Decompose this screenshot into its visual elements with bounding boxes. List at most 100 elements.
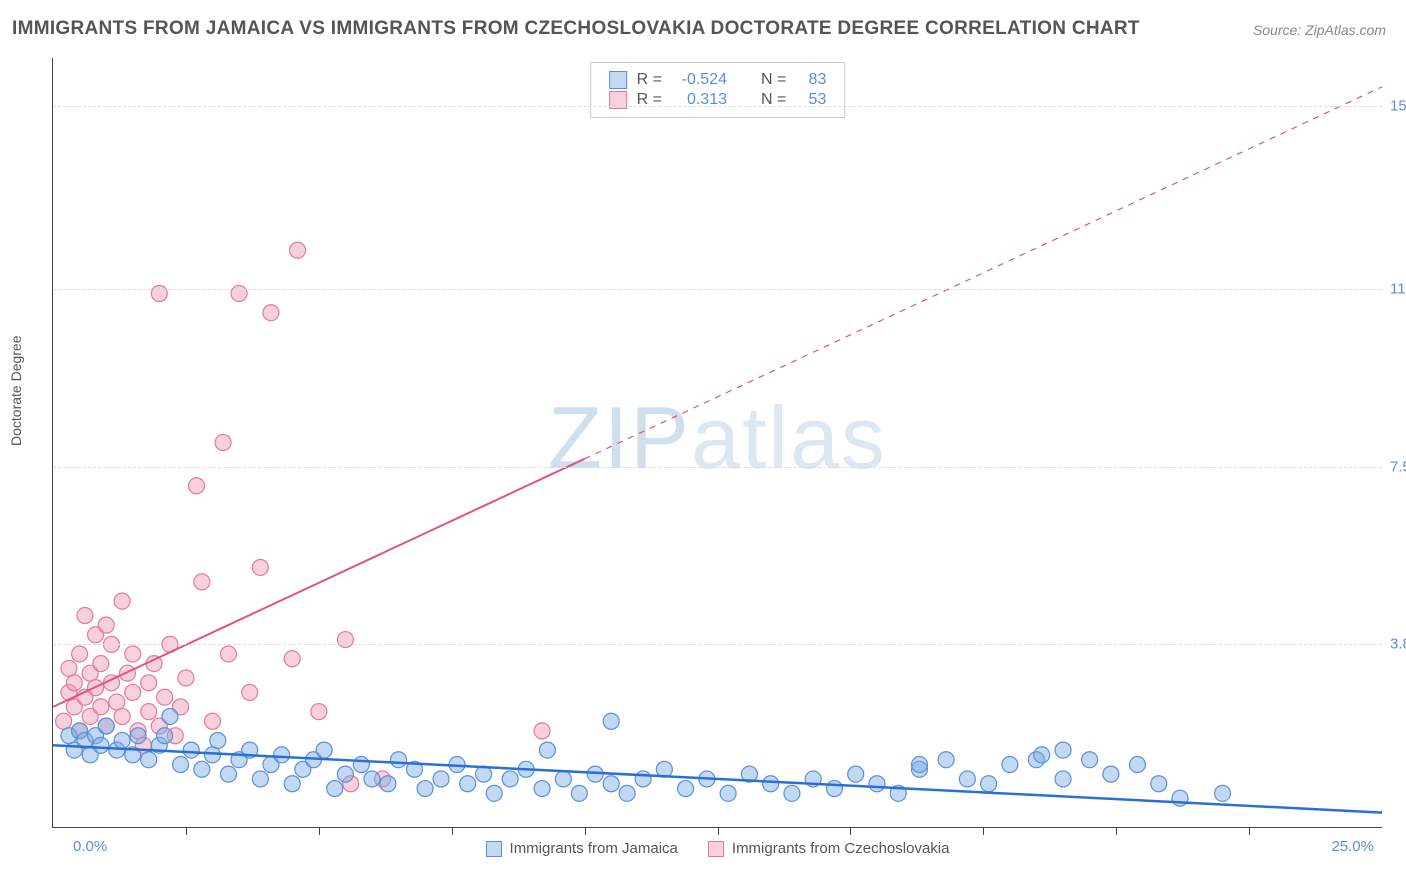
data-point: [534, 781, 550, 797]
x-tick: [1116, 827, 1117, 835]
data-point: [72, 646, 88, 662]
y-tick-label: 15.0%: [1390, 98, 1406, 115]
data-point: [619, 785, 635, 801]
data-point: [157, 728, 173, 744]
data-point: [720, 785, 736, 801]
legend-swatch: [486, 841, 502, 857]
trend-line-czechoslovakia-dashed: [585, 87, 1382, 459]
data-point: [1129, 757, 1145, 773]
data-point: [571, 785, 587, 801]
x-axis-max-label: 25.0%: [1331, 838, 1374, 855]
data-point: [486, 785, 502, 801]
legend-label: Immigrants from Czechoslovakia: [732, 840, 950, 857]
data-point: [98, 718, 114, 734]
data-point: [337, 766, 353, 782]
data-point: [141, 675, 157, 691]
data-point: [555, 771, 571, 787]
data-point: [114, 732, 130, 748]
x-tick: [718, 827, 719, 835]
gridline: [53, 467, 1382, 468]
x-tick: [585, 827, 586, 835]
data-point: [353, 757, 369, 773]
data-point: [1002, 757, 1018, 773]
data-point: [316, 742, 332, 758]
data-point: [93, 656, 109, 672]
stats-swatch: [609, 71, 627, 89]
data-point: [93, 699, 109, 715]
stats-legend-box: R =-0.524N =83R =0.313N =53: [590, 62, 846, 118]
plot-area: ZIPatlas R =-0.524N =83R =0.313N =53 0.0…: [52, 58, 1382, 828]
x-tick: [452, 827, 453, 835]
data-point: [284, 776, 300, 792]
data-point: [141, 704, 157, 720]
data-point: [534, 723, 550, 739]
data-point: [826, 781, 842, 797]
data-point: [114, 593, 130, 609]
data-point: [114, 708, 130, 724]
data-point: [194, 761, 210, 777]
data-point: [912, 757, 928, 773]
x-tick: [983, 827, 984, 835]
data-point: [56, 713, 72, 729]
data-point: [848, 766, 864, 782]
series-legend: Immigrants from Jamaica Immigrants from C…: [486, 840, 950, 857]
data-point: [635, 771, 651, 787]
data-point: [189, 478, 205, 494]
source-attribution: Source: ZipAtlas.com: [1253, 22, 1386, 38]
data-point: [61, 660, 77, 676]
x-tick: [1249, 827, 1250, 835]
trend-line-czechoslovakia-solid: [53, 459, 585, 707]
r-label: R =: [637, 71, 662, 89]
data-point: [981, 776, 997, 792]
gridline: [53, 644, 1382, 645]
data-point: [130, 728, 146, 744]
data-point: [1103, 766, 1119, 782]
data-point: [210, 732, 226, 748]
data-point: [263, 305, 279, 321]
r-value: -0.524: [672, 71, 727, 89]
data-point: [242, 684, 258, 700]
legend-label: Immigrants from Jamaica: [510, 840, 678, 857]
legend-item: Immigrants from Czechoslovakia: [708, 840, 950, 857]
data-point: [460, 776, 476, 792]
data-point: [252, 771, 268, 787]
data-point: [380, 776, 396, 792]
data-point: [603, 776, 619, 792]
data-point: [784, 785, 800, 801]
data-point: [433, 771, 449, 787]
x-tick: [850, 827, 851, 835]
data-point: [959, 771, 975, 787]
data-point: [98, 617, 114, 633]
data-point: [938, 752, 954, 768]
data-point: [502, 771, 518, 787]
data-point: [1151, 776, 1167, 792]
data-point: [290, 242, 306, 258]
n-label: N =: [761, 71, 786, 89]
data-point: [1055, 742, 1071, 758]
data-point: [204, 713, 220, 729]
data-point: [194, 574, 210, 590]
data-point: [539, 742, 555, 758]
data-point: [178, 670, 194, 686]
data-point: [869, 776, 885, 792]
gridline: [53, 289, 1382, 290]
y-tick-label: 7.5%: [1390, 458, 1406, 475]
data-point: [1055, 771, 1071, 787]
y-tick-label: 3.8%: [1390, 636, 1406, 653]
data-point: [364, 771, 380, 787]
data-point: [603, 713, 619, 729]
data-point: [215, 435, 231, 451]
data-point: [183, 742, 199, 758]
x-axis-min-label: 0.0%: [73, 838, 107, 855]
data-point: [220, 646, 236, 662]
data-point: [391, 752, 407, 768]
data-point: [678, 781, 694, 797]
data-point: [1082, 752, 1098, 768]
data-point: [93, 737, 109, 753]
x-tick: [319, 827, 320, 835]
data-point: [173, 757, 189, 773]
y-axis-label: Doctorate Degree: [8, 335, 24, 446]
n-value: 83: [796, 71, 826, 89]
data-point: [327, 781, 343, 797]
chart-title: IMMIGRANTS FROM JAMAICA VS IMMIGRANTS FR…: [12, 18, 1140, 40]
